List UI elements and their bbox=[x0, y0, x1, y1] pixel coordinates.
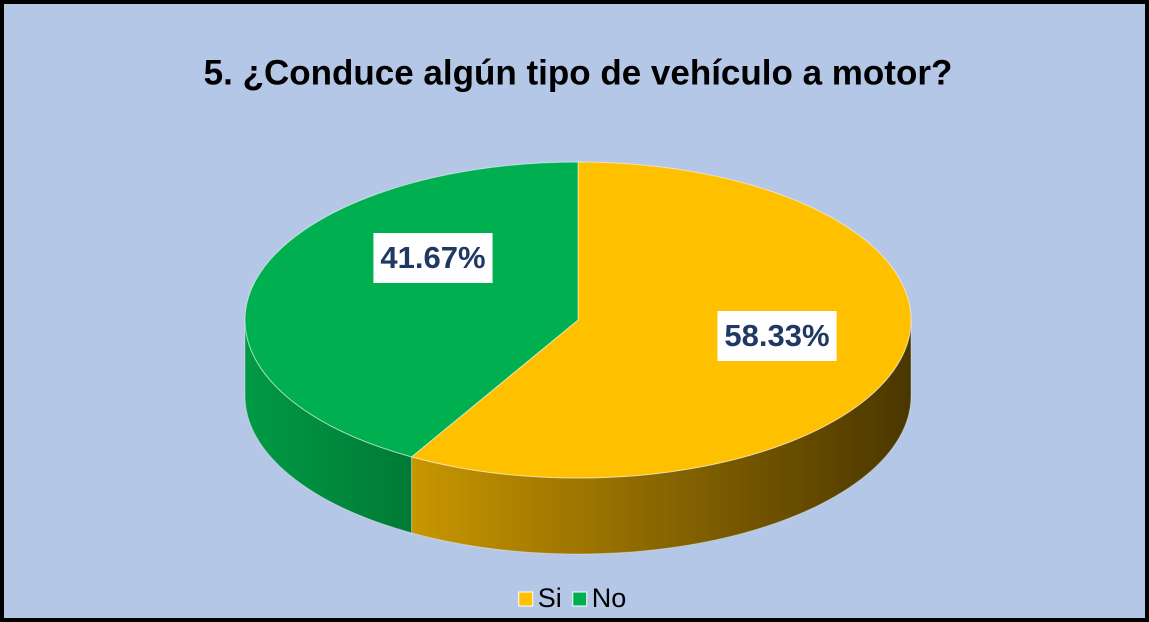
data-label-box bbox=[373, 233, 493, 283]
data-label: 58.33% bbox=[724, 318, 829, 353]
legend-label: No bbox=[592, 583, 627, 613]
pie-slice bbox=[244, 161, 579, 458]
data-label-box bbox=[717, 311, 837, 361]
legend-swatch bbox=[572, 591, 588, 607]
chart-title: 5. ¿Conduce algún tipo de vehículo a mot… bbox=[204, 53, 953, 92]
legend-swatch bbox=[518, 591, 534, 607]
pie-slice bbox=[410, 161, 912, 479]
data-label: 41.67% bbox=[380, 240, 485, 275]
legend-label: Si bbox=[538, 583, 562, 613]
